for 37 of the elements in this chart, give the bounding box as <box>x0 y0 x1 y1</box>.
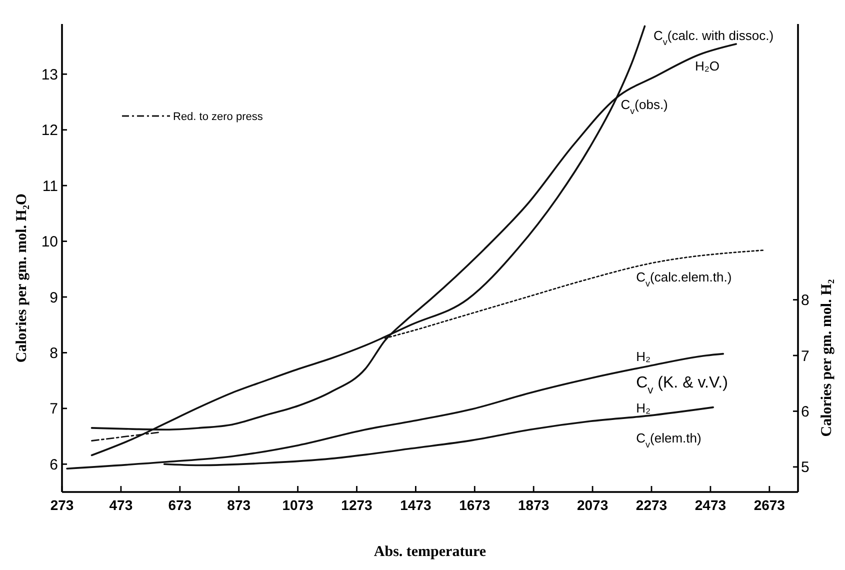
annotation: H₂ <box>636 348 651 364</box>
x-tick-label: 273 <box>50 497 74 513</box>
x-tick-label: 2473 <box>694 497 726 513</box>
y2-tick-label: 8 <box>801 292 810 310</box>
y-tick-label: 9 <box>50 289 58 306</box>
y-tick-label: 6 <box>50 456 58 474</box>
y2-tick-label: 5 <box>801 459 810 476</box>
y-tick-label: 13 <box>41 66 58 84</box>
y-tick-label: 12 <box>41 122 58 140</box>
x-tick-label: 1873 <box>518 497 550 513</box>
x-tick-label: 1673 <box>459 497 490 513</box>
y-tick-label: 8 <box>50 344 58 362</box>
annotation: C$_{v}$(calc.elem.th.) <box>636 269 732 288</box>
y-tick-label: 10 <box>41 234 58 251</box>
annotation: C$_{v}$(calc. with dissoc.) <box>653 28 774 48</box>
annotation: C$_{v}$(elem.th) <box>636 430 702 450</box>
x-tick-label: 1273 <box>341 497 373 513</box>
annotation: C$_{v}$ (K. & v.V.) <box>636 374 728 397</box>
x-tick-label: 473 <box>109 497 133 513</box>
annotation: H₂O <box>694 58 720 74</box>
x-tick-label: 873 <box>227 497 251 513</box>
y-axis-title: Calories per gm. mol. H₂O <box>14 193 30 363</box>
x-tick-label: 1473 <box>400 497 432 513</box>
legend-label: Red. to zero press <box>173 110 264 123</box>
x-axis-title: Abs. temperature <box>374 544 486 560</box>
annotation: C$_{v}$(obs.) <box>620 97 668 116</box>
annotation: H₂ <box>636 400 651 416</box>
x-tick-label: 2073 <box>576 497 608 513</box>
y2-tick-label: 6 <box>801 403 810 420</box>
x-tick-label: 2273 <box>636 497 668 513</box>
x-tick-label: 1073 <box>282 497 314 513</box>
y-tick-label: 11 <box>42 178 58 195</box>
y2-axis-title: Calories per gm. mol. H₂ <box>819 278 835 437</box>
x-tick-label: 2673 <box>754 497 786 513</box>
y-tick-label: 7 <box>50 400 58 418</box>
x-tick-label: 673 <box>168 497 192 513</box>
y2-tick-label: 7 <box>801 348 810 365</box>
